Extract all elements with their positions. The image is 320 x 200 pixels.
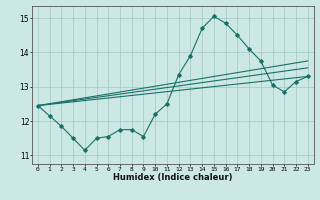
X-axis label: Humidex (Indice chaleur): Humidex (Indice chaleur): [113, 173, 233, 182]
